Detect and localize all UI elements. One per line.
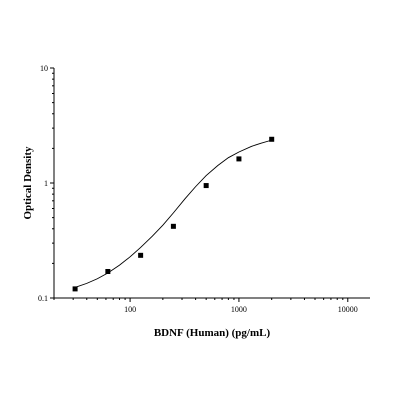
- y-tick-label: 0.1: [38, 294, 48, 303]
- axes: [53, 68, 370, 299]
- ticks: 100 1000 10000 0.1 1 10: [38, 64, 358, 314]
- data-point-square: [269, 136, 275, 142]
- x-axis-title: BDNF (Human) (pg/mL): [154, 327, 271, 339]
- fit-curve-line: [73, 139, 272, 289]
- fit-curve-layer: [73, 139, 272, 289]
- data-point-square: [203, 183, 209, 189]
- x-tick-label: 100: [124, 305, 136, 314]
- x-tick-label: 10000: [338, 305, 358, 314]
- data-point-square: [138, 252, 144, 258]
- y-tick-label: 10: [40, 64, 48, 73]
- data-point-square: [170, 223, 176, 229]
- data-points-layer: [72, 136, 275, 292]
- x-tick-label: 1000: [231, 305, 247, 314]
- data-point-square: [72, 286, 78, 292]
- y-axis-title: Optical Density: [22, 146, 34, 220]
- data-point-square: [105, 268, 111, 274]
- data-point-square: [236, 156, 242, 162]
- y-tick-label: 1: [44, 179, 48, 188]
